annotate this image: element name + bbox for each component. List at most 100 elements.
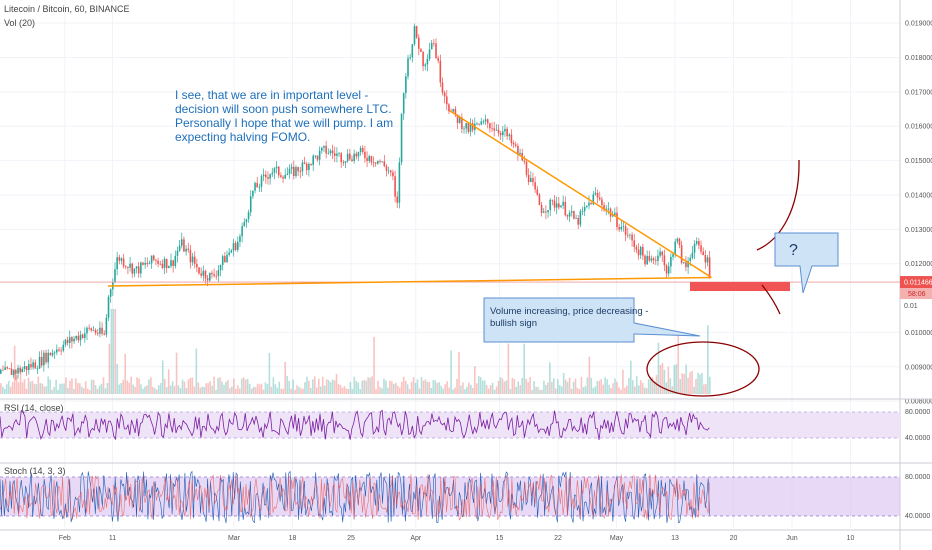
volume-bar (558, 385, 561, 394)
x-tick-label: May (610, 535, 624, 542)
candle-body (96, 332, 99, 334)
volume-bar (446, 381, 448, 394)
volume-bar (452, 389, 454, 394)
volume-bar (268, 352, 271, 394)
volume-bar (633, 386, 636, 394)
candle-body (323, 145, 325, 148)
candle-body (454, 108, 457, 115)
candle-body (568, 212, 571, 217)
candle-body (614, 212, 616, 216)
volume-bar (387, 387, 389, 394)
volume-bar (632, 380, 634, 394)
y-tick-label: 0.018000 (905, 55, 932, 62)
volume-bar (527, 382, 529, 394)
candle-body (275, 166, 278, 169)
candle-body (215, 275, 218, 277)
volume-bar (47, 376, 49, 394)
volume-bar (578, 389, 581, 394)
candle-body (417, 37, 420, 49)
candle-body (6, 367, 9, 369)
volume-bar (136, 377, 138, 394)
volume-bar (541, 389, 543, 394)
volume-bar (454, 387, 456, 394)
stoch-indicator-label[interactable]: Stoch (14, 3, 3) (4, 466, 66, 476)
volume-bar (420, 376, 423, 394)
volume-bar (594, 386, 597, 394)
candle-body (163, 258, 166, 268)
volume-bar (37, 376, 40, 394)
candle-body (336, 153, 338, 156)
candle-body (644, 255, 646, 265)
volume-bar (606, 379, 608, 394)
candle-body (271, 172, 274, 175)
volume-bar (641, 382, 644, 394)
candle-body (389, 170, 392, 173)
candle-body (2, 369, 4, 371)
x-tick-label: 18 (289, 535, 297, 542)
candle-body (284, 175, 286, 179)
volume-bar (165, 387, 168, 394)
volume-bar (353, 376, 356, 394)
volume-bar (55, 379, 57, 394)
candle-body (308, 163, 310, 171)
candle-body (426, 58, 429, 65)
candle-body (542, 211, 545, 213)
volume-bar (592, 387, 595, 394)
volume-bar (298, 386, 300, 394)
candle-body (51, 352, 54, 356)
volume-bar (626, 385, 628, 394)
candle-body (282, 176, 284, 179)
volume-bar (175, 352, 178, 394)
rsi-tick-label: 80.0000 (905, 409, 930, 416)
candle-body (318, 150, 321, 160)
volume-bar (440, 385, 443, 394)
volume-bar (250, 388, 253, 394)
y-tick-label: 0.016000 (905, 124, 932, 131)
candle-body (476, 123, 478, 125)
volume-bar (195, 348, 198, 394)
volume-bar (341, 387, 344, 394)
volume-bar (584, 386, 587, 394)
candle-body (534, 182, 536, 190)
candle-body (176, 250, 179, 256)
candle-body (687, 260, 689, 268)
y-tick-label: 0.010000 (905, 330, 932, 337)
candle-body (622, 226, 625, 228)
candle-body (47, 352, 49, 363)
candle-body (262, 174, 265, 177)
volume-bar (179, 388, 182, 394)
volume-bar (519, 385, 522, 394)
volume-bar (521, 377, 523, 394)
candle-body (502, 131, 504, 136)
main-annotation-text[interactable]: I see, that we are in important level - … (175, 88, 394, 144)
candle-body (514, 144, 517, 146)
volume-bar (543, 380, 545, 394)
volume-bar (75, 378, 77, 394)
volume-bar (274, 384, 277, 394)
candle-body (187, 248, 190, 251)
symbol-title[interactable]: Litecoin / Bitcoin, 60, BINANCE (4, 4, 130, 14)
volume-indicator-label[interactable]: Vol (20) (4, 18, 36, 28)
volume-bar (272, 377, 275, 394)
volume-bar (517, 381, 520, 394)
candle-body (301, 162, 304, 172)
volume-bar (701, 373, 703, 394)
volume-bar (345, 388, 348, 394)
volume-bar (181, 379, 184, 394)
volume-bar (229, 388, 231, 394)
volume-bar (325, 379, 328, 394)
candle-body (258, 186, 261, 188)
candle-body (398, 162, 401, 203)
rsi-indicator-label[interactable]: RSI (14, close) (4, 403, 64, 413)
volume-bar (671, 386, 674, 394)
volume-bar (211, 385, 213, 394)
volume-bar (213, 376, 215, 394)
volume-bar (677, 331, 680, 394)
candle-body (366, 157, 368, 161)
volume-bar (505, 380, 508, 394)
candle-body (355, 153, 358, 157)
candle-body (34, 362, 37, 369)
volume-bar (375, 389, 377, 394)
candle-body (564, 201, 567, 216)
